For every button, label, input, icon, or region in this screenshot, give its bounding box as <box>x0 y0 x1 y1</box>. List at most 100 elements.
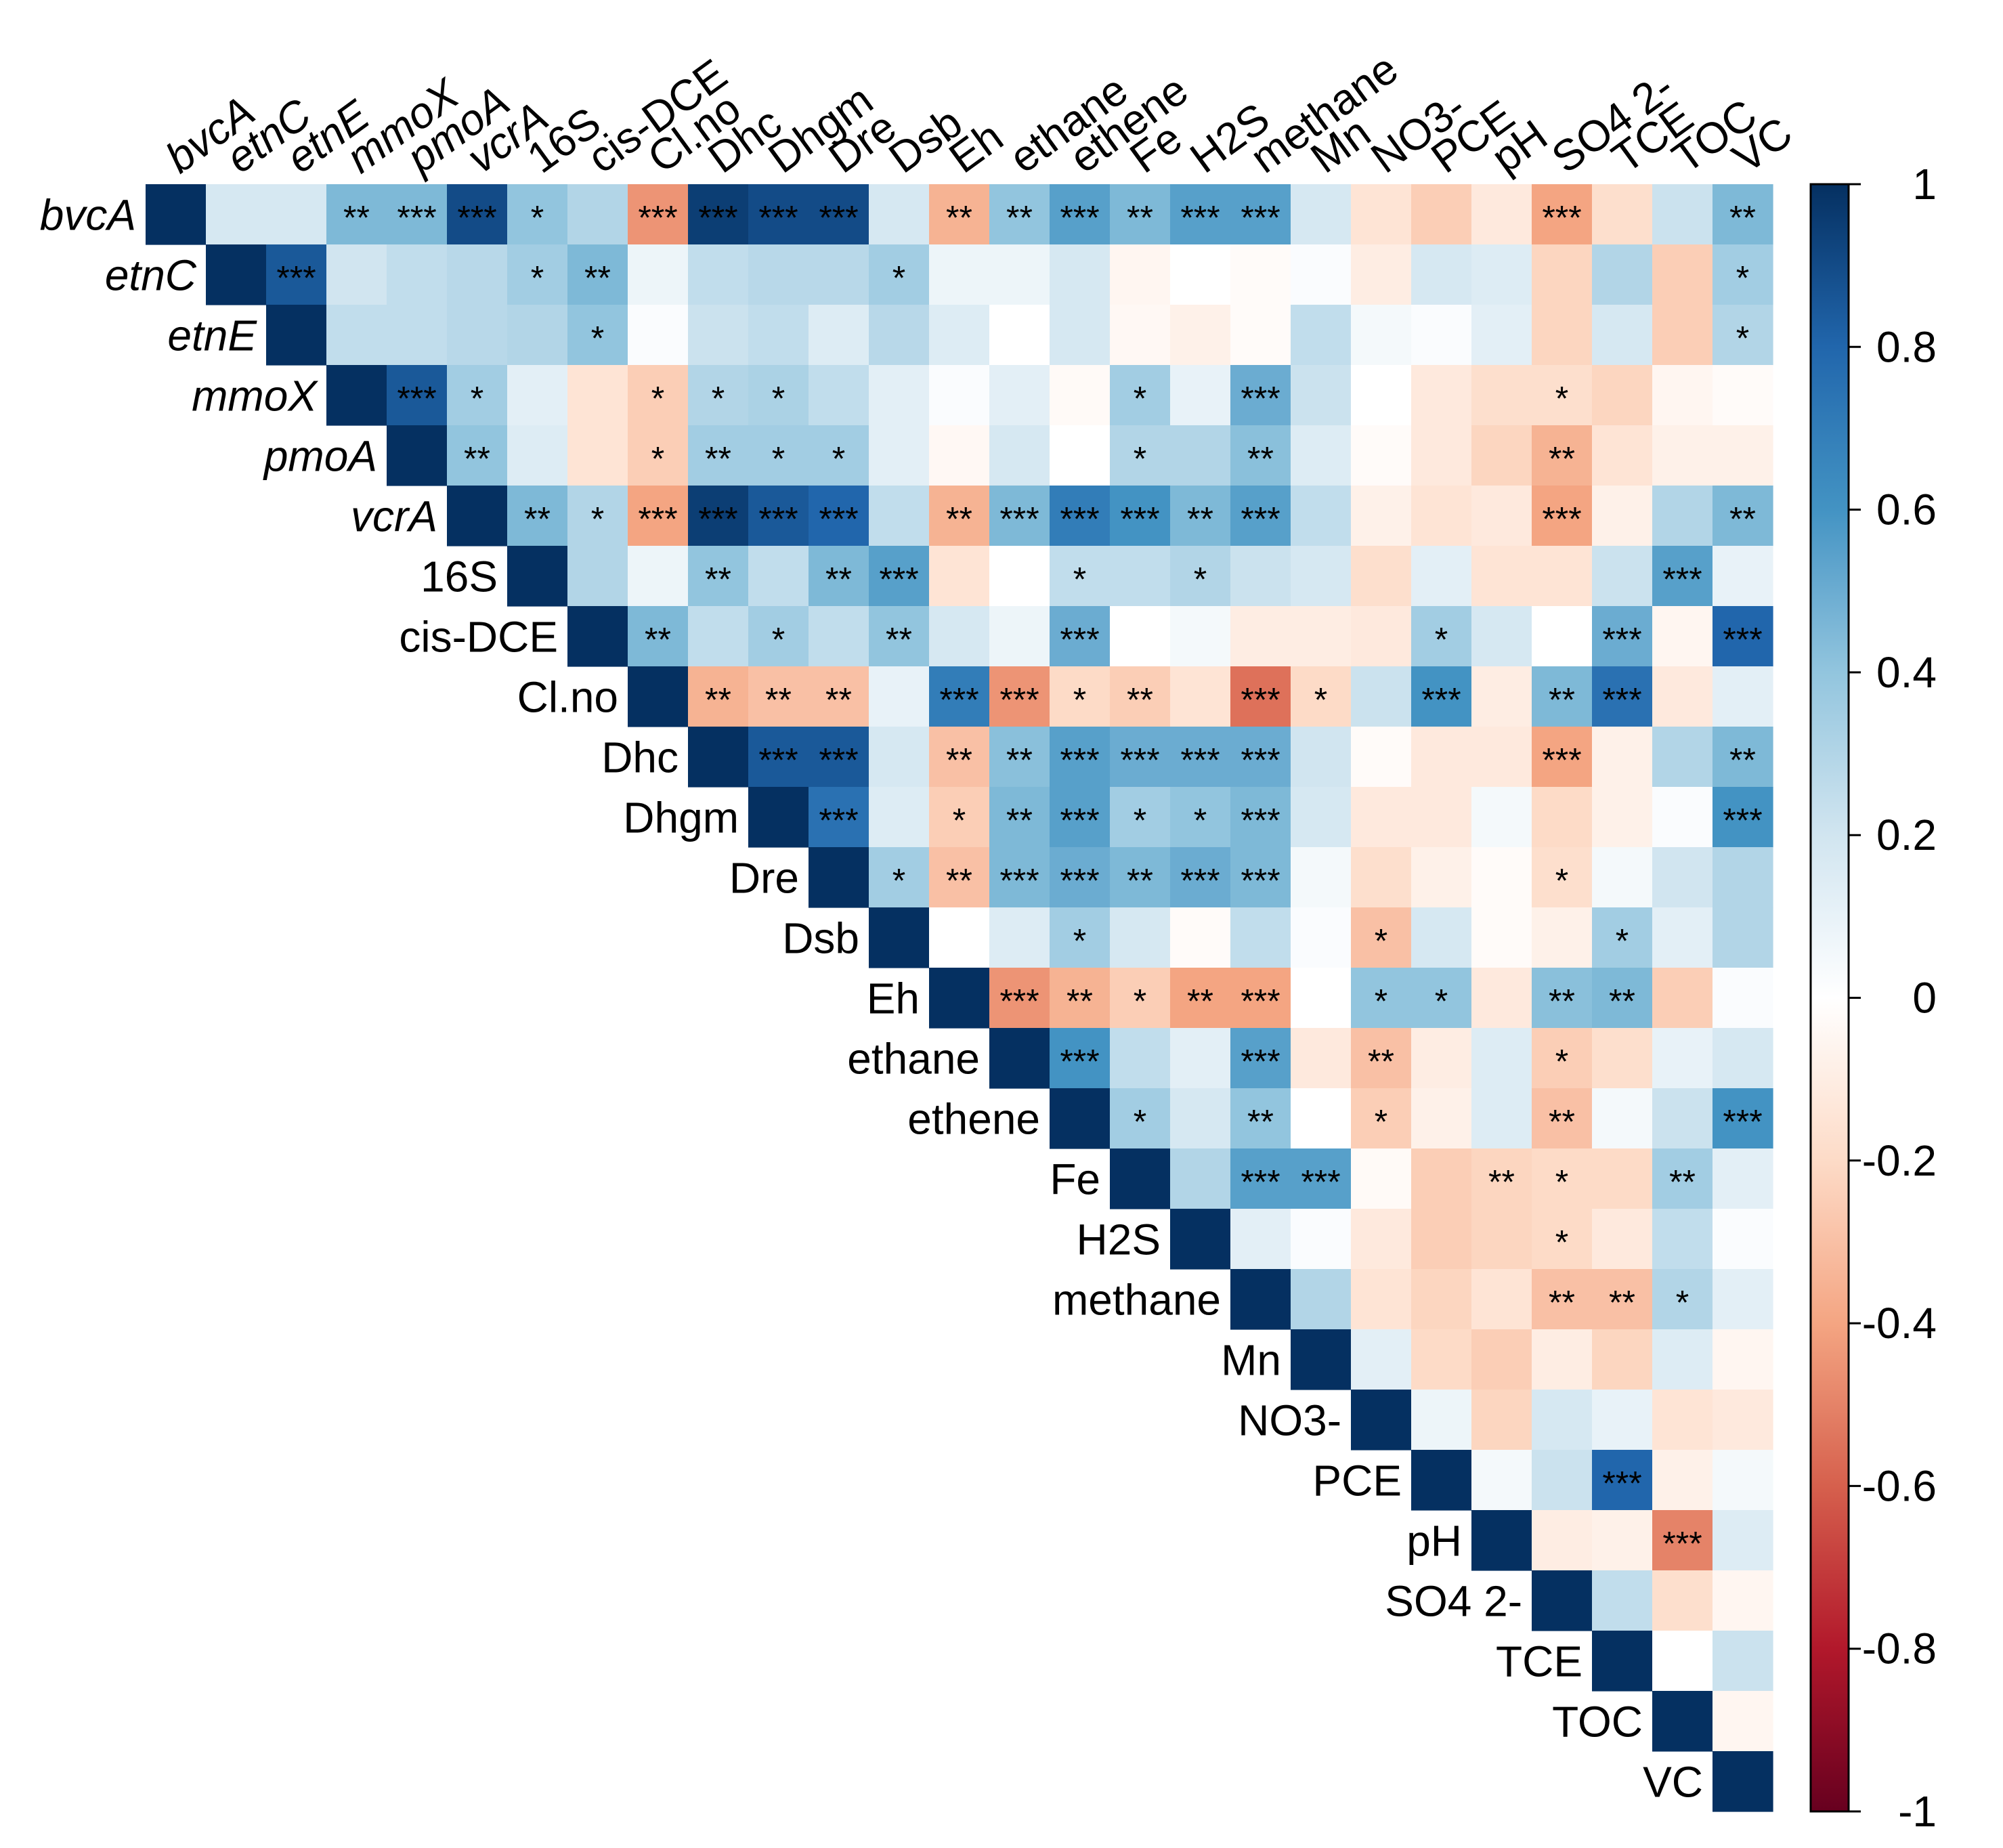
significance-mark: *** <box>1723 802 1762 840</box>
heatmap-cell <box>628 666 689 727</box>
significance-mark: *** <box>1662 561 1702 599</box>
row-label: Dsb <box>782 914 859 963</box>
significance-mark: *** <box>1180 199 1220 237</box>
heatmap-cell <box>1291 1329 1352 1390</box>
heatmap-cell <box>1291 666 1352 727</box>
heatmap-cell <box>628 606 689 667</box>
heatmap-cell <box>1471 1088 1532 1149</box>
significance-mark: *** <box>1602 621 1641 659</box>
heatmap-cell <box>1471 1510 1532 1571</box>
heatmap-cell <box>1170 184 1231 245</box>
heatmap-cell <box>447 425 508 486</box>
heatmap-cell <box>1713 1329 1773 1390</box>
heatmap-cell <box>1652 1148 1713 1209</box>
heatmap-cell <box>1170 787 1231 848</box>
significance-mark: ** <box>1729 500 1756 538</box>
heatmap-cell <box>1532 1510 1593 1571</box>
heatmap-cell <box>1230 666 1291 727</box>
heatmap-cell <box>1532 1269 1593 1330</box>
heatmap-cell <box>1532 666 1593 727</box>
heatmap-cell <box>1592 847 1653 908</box>
significance-mark: * <box>471 380 483 418</box>
heatmap-cell <box>929 787 990 848</box>
heatmap-cell <box>1050 425 1111 486</box>
heatmap-cell <box>1351 606 1412 667</box>
heatmap-cell <box>989 546 1050 607</box>
heatmap-cell <box>929 968 990 1029</box>
heatmap-cell <box>1411 727 1472 788</box>
heatmap-cell <box>1411 305 1472 366</box>
significance-mark: *** <box>1542 500 1581 538</box>
heatmap-cell <box>1170 365 1231 426</box>
heatmap-cell <box>1230 305 1291 366</box>
heatmap-cell <box>1471 1329 1532 1390</box>
row-label: Mn <box>1221 1336 1281 1385</box>
heatmap-cell <box>1291 847 1352 908</box>
heatmap-cell <box>1110 787 1171 848</box>
heatmap-cell <box>1230 425 1291 486</box>
heatmap-cell <box>809 244 869 305</box>
row-label: methane <box>1052 1276 1221 1325</box>
heatmap-cell <box>1110 666 1171 727</box>
heatmap-cell <box>1652 1028 1713 1089</box>
heatmap-cell <box>1532 425 1593 486</box>
significance-mark: *** <box>819 500 858 538</box>
significance-mark: ** <box>1488 1163 1515 1201</box>
heatmap-cell <box>1230 184 1291 245</box>
heatmap-cell <box>1110 1088 1171 1149</box>
significance-mark: *** <box>1301 1163 1340 1201</box>
heatmap-cell <box>1170 244 1231 305</box>
heatmap-cell <box>1411 365 1472 426</box>
heatmap-cell <box>1471 606 1532 667</box>
heatmap-cell <box>989 787 1050 848</box>
heatmap-cell <box>1230 1028 1291 1089</box>
heatmap-cell <box>1532 1329 1593 1390</box>
colorbar-tick-label: 0.2 <box>1876 811 1937 859</box>
heatmap-cell <box>1652 1329 1713 1390</box>
heatmap-cell <box>1713 425 1773 486</box>
heatmap-cell <box>387 184 448 245</box>
significance-mark: *** <box>939 681 978 719</box>
heatmap-cell <box>1592 425 1653 486</box>
heatmap-cell <box>688 606 749 667</box>
significance-mark: * <box>1375 983 1387 1020</box>
heatmap-cell <box>1592 1209 1653 1270</box>
heatmap-cell <box>1713 546 1773 607</box>
significance-mark: * <box>1073 561 1086 599</box>
significance-mark: * <box>1676 1284 1689 1322</box>
heatmap-cell <box>1110 606 1171 667</box>
heatmap-cell <box>1110 184 1171 245</box>
significance-mark: ** <box>1006 199 1033 237</box>
significance-mark: *** <box>397 199 436 237</box>
significance-mark: *** <box>638 199 677 237</box>
heatmap-cell <box>1652 1088 1713 1149</box>
heatmap-cell <box>809 666 869 727</box>
heatmap-cell <box>748 486 809 546</box>
significance-mark: * <box>832 440 845 478</box>
heatmap-cell <box>1411 907 1472 968</box>
heatmap-cell <box>809 847 869 908</box>
heatmap-cell <box>1471 1390 1532 1451</box>
significance-mark: * <box>1194 802 1207 840</box>
heatmap-cell <box>1713 365 1773 426</box>
heatmap-cell <box>1471 907 1532 968</box>
heatmap-cell <box>1110 1148 1171 1209</box>
heatmap-cell <box>1713 1209 1773 1270</box>
heatmap-cell <box>869 425 930 486</box>
significance-mark: *** <box>819 802 858 840</box>
heatmap-cell <box>387 305 448 366</box>
heatmap-cell <box>1230 365 1291 426</box>
heatmap-cell <box>1291 244 1352 305</box>
significance-marks: ** *** *** * *** *** *** *** ** ** *** ** *** *** *** *… <box>276 199 1762 1563</box>
heatmap-cell <box>1110 425 1171 486</box>
heatmap-cell <box>1652 1269 1713 1330</box>
heatmap-cell <box>929 907 990 968</box>
heatmap-cell <box>1110 305 1171 366</box>
significance-mark: * <box>1736 259 1749 297</box>
heatmap-cell <box>1652 1631 1713 1692</box>
heatmap-cell <box>1532 244 1593 305</box>
significance-mark: *** <box>1060 802 1099 840</box>
heatmap-cell <box>1110 244 1171 305</box>
heatmap-cell <box>869 546 930 607</box>
